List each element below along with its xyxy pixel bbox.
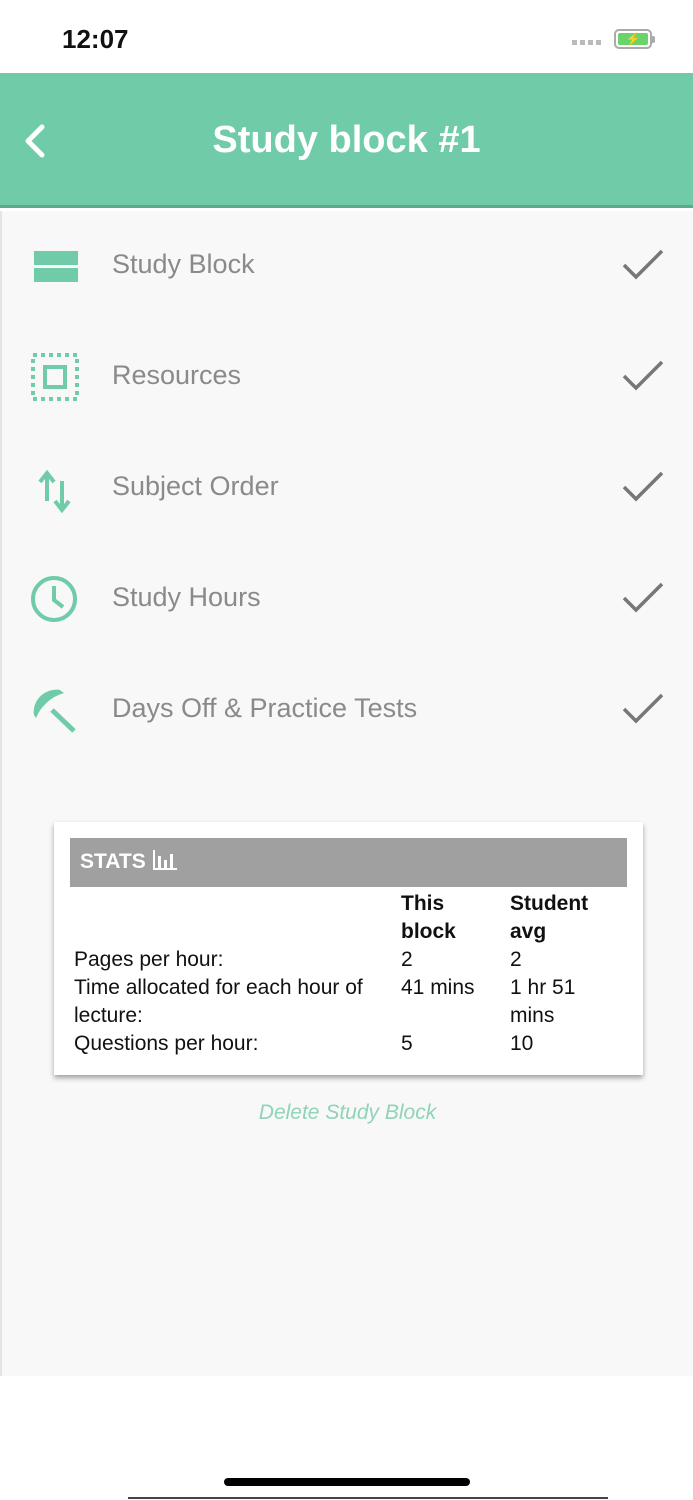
check-icon [622,471,664,502]
menu-item-label: Days Off & Practice Tests [112,693,418,723]
stats-header: STATS [70,838,627,887]
menu-item-subject-order[interactable]: Subject Order [2,433,693,544]
nav-header: Study block #1 [0,73,693,208]
clock-icon [31,576,77,622]
divider [128,1497,608,1499]
menu-item-label: Study Hours [112,582,261,612]
back-button[interactable] [20,121,50,161]
check-icon [622,582,664,613]
menu-item-study-hours[interactable]: Study Hours [2,544,693,655]
home-indicator[interactable] [224,1478,470,1486]
check-icon [622,360,664,391]
content: Study Block Resources Subject Order Stud… [0,211,693,1376]
chevron-left-icon [25,124,45,158]
status-bar: 12:07 ⚡ [0,0,693,73]
clock-time: 12:07 [62,24,129,54]
check-icon [622,249,664,280]
check-icon [622,693,664,724]
menu-item-days-off[interactable]: Days Off & Practice Tests [2,655,693,766]
stats-table: This block Student avg Pages per hour: 2… [74,890,620,1058]
table-row: Pages per hour: 2 2 [74,948,522,971]
signal-icon [572,40,602,45]
menu-item-study-block[interactable]: Study Block [2,211,693,322]
swap-vertical-icon [38,469,71,513]
bar-chart-icon [152,850,177,870]
menu-item-label: Study Block [112,249,255,279]
stats-card: STATS This block Student avg Pages per h… [54,822,643,1075]
stats-title: STATS [80,850,146,873]
battery-charging-icon: ⚡ [614,29,655,49]
table-row: Time allocated for each hour of lecture:… [74,976,576,1027]
table-header-row: This block Student avg [401,892,589,943]
menu-item-label: Subject Order [112,471,279,501]
menu-item-resources[interactable]: Resources [2,322,693,433]
block-icon [34,251,78,282]
menu-item-label: Resources [112,360,242,390]
table-row: Questions per hour: 5 10 [74,1032,534,1055]
page-title: Study block #1 [212,119,481,161]
beach-umbrella-icon [33,689,76,733]
select-frame-icon [31,353,79,401]
delete-study-block-link[interactable]: Delete Study Block [258,1101,437,1124]
